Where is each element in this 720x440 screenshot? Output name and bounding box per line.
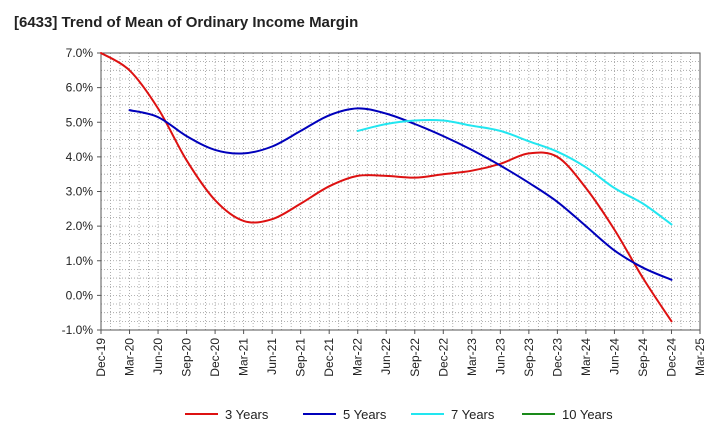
legend-label: 10 Years <box>562 407 613 422</box>
series-line-5-years <box>128 107 673 281</box>
grid-layer <box>100 52 701 331</box>
x-tick-label: Mar-25 <box>693 338 707 376</box>
legend-label: 5 Years <box>343 407 387 422</box>
x-tick-label: Mar-22 <box>351 338 365 376</box>
y-tick-label: 3.0% <box>66 185 94 199</box>
x-tick-label: Jun-20 <box>151 338 165 375</box>
x-tick-label: Mar-20 <box>123 338 137 376</box>
x-tick-label: Sep-20 <box>180 338 194 377</box>
x-tick-label: Dec-22 <box>436 338 450 377</box>
x-tick-label: Mar-21 <box>237 338 251 376</box>
y-tick-label: 5.0% <box>66 115 94 129</box>
x-tick-label: Mar-23 <box>465 338 479 376</box>
plot-frame <box>100 52 701 331</box>
legend-label: 3 Years <box>225 407 269 422</box>
x-tick-label: Sep-23 <box>522 338 536 377</box>
x-tick-label: Dec-24 <box>664 338 678 377</box>
y-tick-label: 7.0% <box>66 46 94 60</box>
y-tick-label: 0.0% <box>66 288 94 302</box>
x-tick-label: Jun-22 <box>379 338 393 375</box>
x-tick-label: Sep-21 <box>294 338 308 377</box>
series-line-3-years <box>100 52 673 323</box>
x-tick-label: Dec-21 <box>322 338 336 377</box>
x-tick-label: Mar-24 <box>579 338 593 376</box>
series-line-7-years <box>356 118 673 226</box>
x-tick-label: Dec-20 <box>208 338 222 377</box>
x-tick-label: Jun-23 <box>493 338 507 375</box>
y-tick-label: 2.0% <box>66 219 94 233</box>
legend-layer: 3 Years 5 Years 7 Years 10 Years <box>185 407 613 422</box>
series-layer <box>100 52 673 323</box>
x-tick-label: Dec-23 <box>550 338 564 377</box>
legend-label: 7 Years <box>451 407 495 422</box>
x-tick-label: Dec-19 <box>94 338 108 377</box>
y-tick-label: 4.0% <box>66 150 94 164</box>
x-tick-label: Jun-21 <box>265 338 279 375</box>
x-tick-label: Sep-24 <box>636 338 650 377</box>
y-tick-label: -1.0% <box>62 323 94 337</box>
chart-title: [6433] Trend of Mean of Ordinary Income … <box>14 14 359 31</box>
y-tick-label: 1.0% <box>66 254 94 268</box>
x-tick-label: Sep-22 <box>408 338 422 377</box>
axis-layer: 7.0%6.0%5.0%4.0%3.0%2.0%1.0%0.0%-1.0%Dec… <box>62 46 707 377</box>
y-tick-label: 6.0% <box>66 81 94 95</box>
x-tick-label: Jun-24 <box>607 338 621 375</box>
